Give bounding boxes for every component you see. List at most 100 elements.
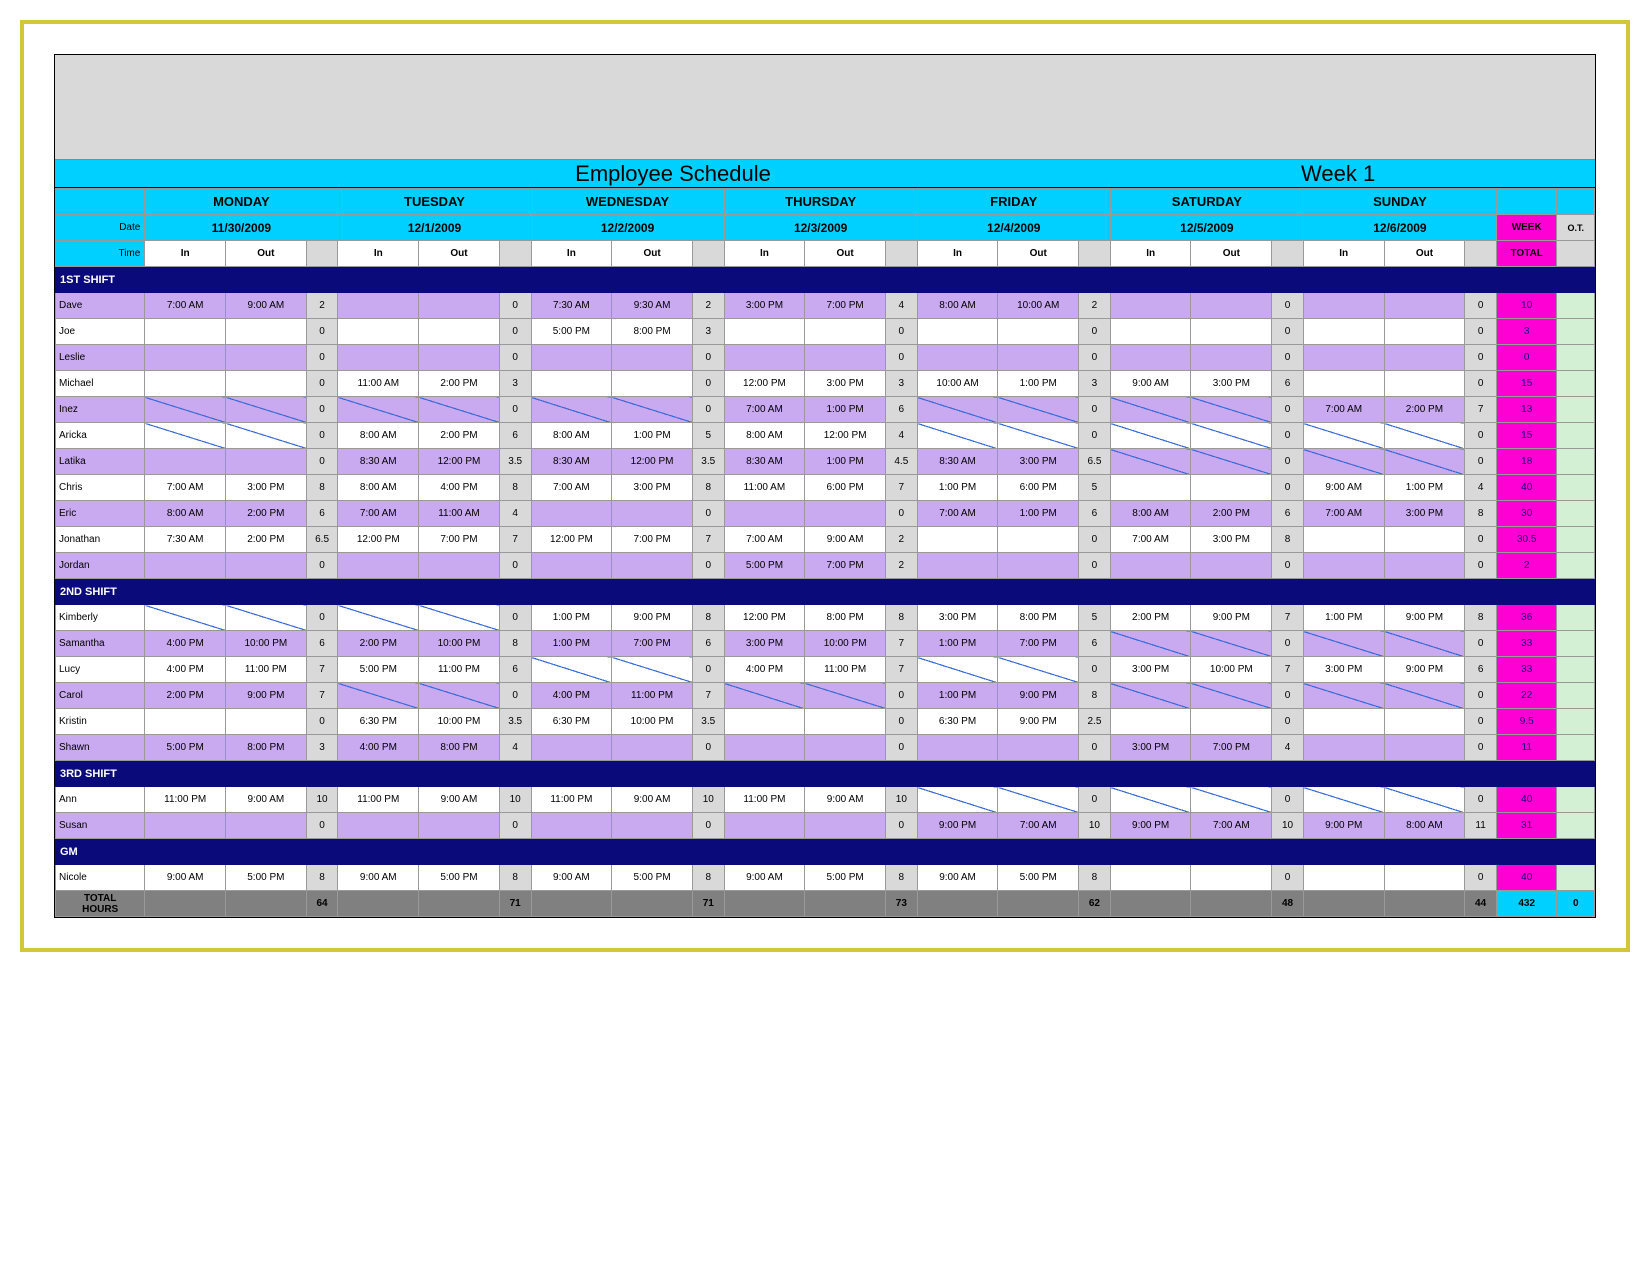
in-cell[interactable] (724, 345, 805, 371)
in-cell[interactable]: 2:00 PM (1110, 605, 1191, 631)
in-cell[interactable] (1110, 345, 1191, 371)
in-cell[interactable]: 8:00 AM (531, 423, 612, 449)
in-cell[interactable] (724, 501, 805, 527)
in-cell[interactable] (917, 527, 998, 553)
in-cell[interactable] (1110, 293, 1191, 319)
in-cell[interactable] (145, 605, 226, 631)
out-cell[interactable]: 11:00 AM (419, 501, 500, 527)
in-cell[interactable]: 8:30 AM (917, 449, 998, 475)
out-cell[interactable]: 10:00 PM (419, 709, 500, 735)
in-cell[interactable]: 9:00 AM (338, 865, 419, 891)
in-cell[interactable] (917, 319, 998, 345)
out-cell[interactable]: 9:00 PM (1384, 605, 1465, 631)
out-cell[interactable] (226, 553, 307, 579)
in-cell[interactable]: 11:00 PM (145, 787, 226, 813)
in-cell[interactable] (531, 735, 612, 761)
out-cell[interactable] (998, 735, 1079, 761)
in-cell[interactable]: 8:30 AM (338, 449, 419, 475)
out-cell[interactable] (226, 423, 307, 449)
in-cell[interactable] (145, 813, 226, 839)
out-cell[interactable] (612, 657, 693, 683)
out-cell[interactable]: 6:00 PM (805, 475, 886, 501)
out-cell[interactable] (419, 553, 500, 579)
in-cell[interactable] (1303, 449, 1384, 475)
in-cell[interactable] (1110, 423, 1191, 449)
in-cell[interactable]: 1:00 PM (917, 683, 998, 709)
out-cell[interactable] (612, 371, 693, 397)
out-cell[interactable] (419, 397, 500, 423)
in-cell[interactable] (1303, 709, 1384, 735)
in-cell[interactable] (145, 345, 226, 371)
out-cell[interactable] (998, 553, 1079, 579)
out-cell[interactable] (612, 501, 693, 527)
in-cell[interactable] (1303, 865, 1384, 891)
out-cell[interactable] (1384, 371, 1465, 397)
out-cell[interactable]: 12:00 PM (419, 449, 500, 475)
in-cell[interactable] (145, 709, 226, 735)
out-cell[interactable] (612, 397, 693, 423)
in-cell[interactable] (724, 709, 805, 735)
out-cell[interactable] (226, 371, 307, 397)
out-cell[interactable] (1384, 787, 1465, 813)
in-cell[interactable] (1110, 449, 1191, 475)
out-cell[interactable]: 7:00 PM (612, 631, 693, 657)
in-cell[interactable]: 7:00 AM (724, 527, 805, 553)
out-cell[interactable] (805, 501, 886, 527)
in-cell[interactable] (1303, 423, 1384, 449)
out-cell[interactable] (1384, 527, 1465, 553)
in-cell[interactable]: 9:00 AM (1303, 475, 1384, 501)
out-cell[interactable] (998, 319, 1079, 345)
out-cell[interactable] (1191, 553, 1272, 579)
in-cell[interactable] (531, 813, 612, 839)
out-cell[interactable]: 9:00 AM (226, 787, 307, 813)
in-cell[interactable] (1110, 319, 1191, 345)
out-cell[interactable] (1191, 709, 1272, 735)
in-cell[interactable]: 8:00 AM (917, 293, 998, 319)
in-cell[interactable] (1303, 527, 1384, 553)
out-cell[interactable]: 2:00 PM (419, 371, 500, 397)
in-cell[interactable] (1110, 475, 1191, 501)
out-cell[interactable] (1191, 449, 1272, 475)
out-cell[interactable]: 5:00 PM (226, 865, 307, 891)
out-cell[interactable]: 7:00 AM (998, 813, 1079, 839)
in-cell[interactable] (917, 657, 998, 683)
in-cell[interactable]: 6:30 PM (917, 709, 998, 735)
out-cell[interactable]: 1:00 PM (1384, 475, 1465, 501)
out-cell[interactable] (1384, 449, 1465, 475)
in-cell[interactable]: 8:00 AM (1110, 501, 1191, 527)
out-cell[interactable] (226, 449, 307, 475)
in-cell[interactable] (531, 657, 612, 683)
in-cell[interactable] (531, 501, 612, 527)
in-cell[interactable]: 11:00 PM (724, 787, 805, 813)
out-cell[interactable]: 9:00 AM (226, 293, 307, 319)
out-cell[interactable] (226, 345, 307, 371)
out-cell[interactable]: 1:00 PM (998, 501, 1079, 527)
in-cell[interactable] (145, 449, 226, 475)
out-cell[interactable] (998, 423, 1079, 449)
out-cell[interactable] (805, 683, 886, 709)
out-cell[interactable]: 4:00 PM (419, 475, 500, 501)
in-cell[interactable] (531, 371, 612, 397)
out-cell[interactable] (998, 787, 1079, 813)
out-cell[interactable] (998, 657, 1079, 683)
out-cell[interactable] (1191, 397, 1272, 423)
in-cell[interactable] (338, 319, 419, 345)
in-cell[interactable] (1110, 631, 1191, 657)
in-cell[interactable]: 9:00 AM (145, 865, 226, 891)
out-cell[interactable] (1384, 293, 1465, 319)
in-cell[interactable]: 7:00 AM (724, 397, 805, 423)
out-cell[interactable]: 7:00 PM (1191, 735, 1272, 761)
in-cell[interactable]: 4:00 PM (338, 735, 419, 761)
in-cell[interactable] (145, 423, 226, 449)
in-cell[interactable]: 1:00 PM (917, 475, 998, 501)
in-cell[interactable]: 9:00 AM (531, 865, 612, 891)
in-cell[interactable] (917, 553, 998, 579)
in-cell[interactable] (1110, 787, 1191, 813)
out-cell[interactable]: 1:00 PM (805, 397, 886, 423)
in-cell[interactable] (1303, 787, 1384, 813)
out-cell[interactable]: 3:00 PM (805, 371, 886, 397)
out-cell[interactable]: 11:00 PM (805, 657, 886, 683)
out-cell[interactable]: 9:00 PM (226, 683, 307, 709)
out-cell[interactable]: 3:00 PM (998, 449, 1079, 475)
out-cell[interactable]: 3:00 PM (1191, 371, 1272, 397)
